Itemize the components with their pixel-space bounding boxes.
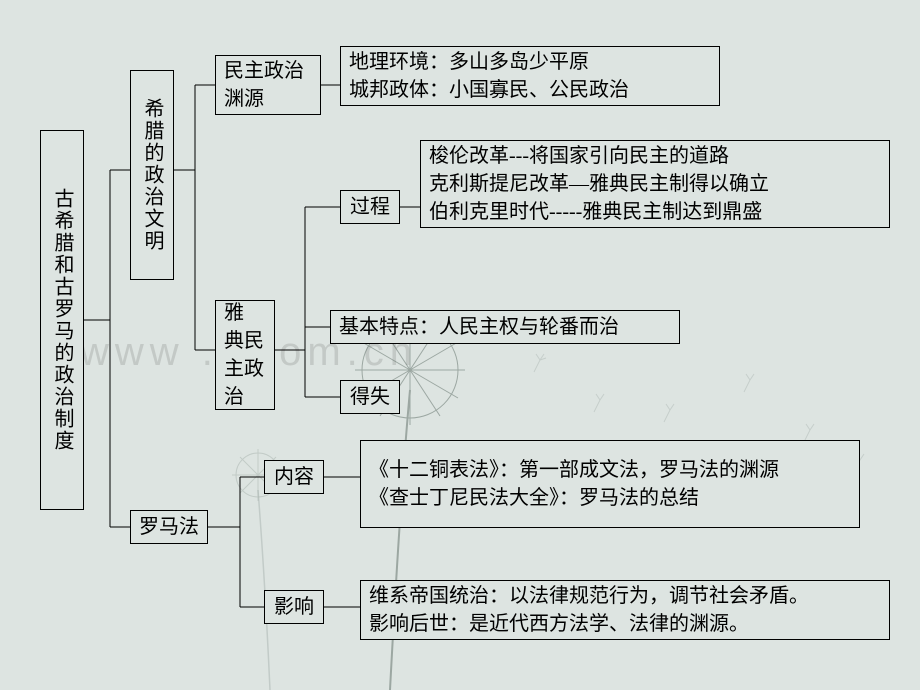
diagram-node: 民主政治渊源 [215, 55, 321, 115]
diagram-node: 过程 [340, 190, 400, 224]
diagram-node: 内容 [264, 460, 324, 494]
diagram-node: 罗马法 [130, 510, 208, 544]
diagram-node: 得失 [340, 380, 400, 414]
diagram-node: 《十二铜表法》：第一部成文法，罗马法的渊源 《查士丁尼民法大全》：罗马法的总结 [360, 440, 860, 528]
diagram-node: 古希腊和古罗马的政治制度 [40, 130, 84, 510]
diagram-node: 维系帝国统治：以法律规范行为，调节社会矛盾。 影响后世：是近代西方法学、法律的渊… [360, 580, 890, 640]
diagram-node: 梭伦改革---将国家引向民主的道路 克利斯提尼改革—雅典民主制得以确立 伯利克里… [420, 140, 890, 228]
diagram-node: 基本特点：人民主权与轮番而治 [330, 310, 680, 344]
diagram-node: 影响 [264, 590, 324, 624]
diagram-node: 雅 典民主政治 [215, 300, 275, 410]
diagram-node: 地理环境：多山多岛少平原 城邦政体：小国寡民、公民政治 [340, 46, 720, 106]
diagram-node: 希腊的政治文明 [130, 70, 174, 280]
